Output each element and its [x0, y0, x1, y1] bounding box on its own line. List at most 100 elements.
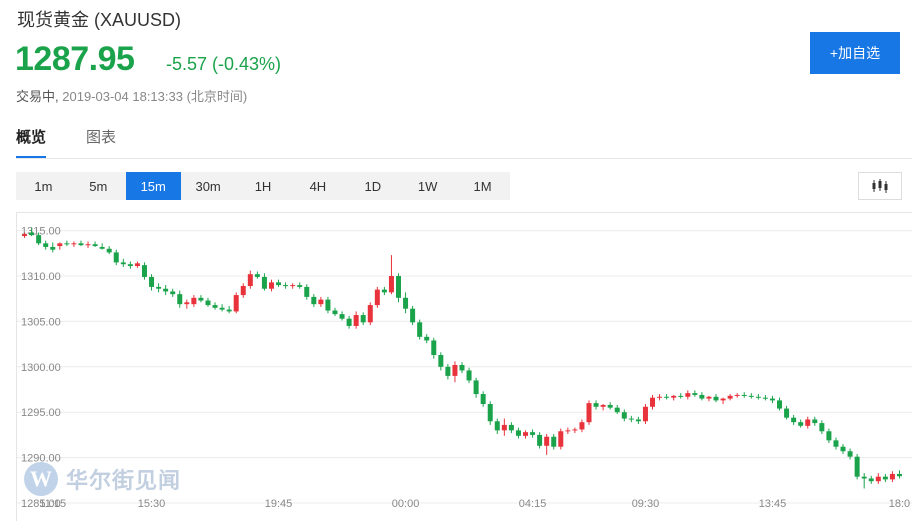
price-chart[interactable]: 1315.00 1310.00 1305.00 1300.00 1295.00 1290.… [16, 212, 912, 521]
candle-body [43, 243, 49, 247]
candle-body [403, 297, 409, 309]
y-tick-label: 1300.00 [21, 362, 61, 374]
candle-body [494, 421, 500, 431]
candle-body [720, 398, 726, 401]
y-tick-label: 1285.00 [21, 498, 61, 510]
candle-body [508, 424, 514, 431]
view-tabs: 概览 图表 [16, 126, 116, 158]
range-4h[interactable]: 4H [309, 178, 327, 194]
candle-body [318, 299, 324, 305]
candle-body [247, 274, 253, 287]
candle-body [198, 297, 204, 301]
candle-body [360, 315, 366, 323]
candle-body [607, 404, 613, 408]
range-1mo[interactable]: 1M [473, 178, 492, 194]
candle-body [424, 336, 430, 341]
candle-body [163, 288, 169, 292]
range-1h[interactable]: 1H [254, 178, 272, 194]
x-tick-label: 09:30 [632, 498, 660, 510]
range-1d[interactable]: 1D [364, 178, 382, 194]
candle-body [134, 263, 140, 267]
candle-body [882, 476, 888, 480]
candle-body [29, 232, 35, 236]
x-tick-label: 19:45 [265, 498, 293, 510]
candle-body [57, 243, 63, 247]
candle-body [777, 400, 783, 409]
candle-body [268, 282, 274, 289]
candle-body [551, 436, 557, 447]
candle-body [459, 364, 465, 371]
candle-body [99, 246, 105, 249]
candle-body [346, 318, 352, 326]
candle-body [431, 340, 437, 356]
range-1w[interactable]: 1W [417, 178, 438, 194]
range-15m[interactable]: 15m [125, 172, 181, 200]
candle-body [586, 403, 592, 423]
candle-body [177, 294, 183, 305]
price-change: -5.57 (-0.43%) [166, 54, 282, 74]
candle-body [205, 300, 211, 306]
tab-chart[interactable]: 图表 [86, 129, 117, 146]
candle-body [558, 431, 564, 447]
candle-body [889, 473, 895, 480]
candle-body [50, 246, 56, 250]
candle-body [769, 398, 775, 401]
candle-body [819, 423, 825, 432]
candle-body [120, 262, 126, 265]
candle-body [184, 302, 190, 305]
candle-body [85, 244, 91, 246]
y-tick-label: 1310.00 [21, 271, 61, 283]
candle-body [762, 397, 768, 399]
candle-body [113, 252, 119, 263]
candle-body [367, 305, 373, 323]
candle-body [226, 309, 232, 312]
candle-body [515, 430, 521, 436]
candle-body [374, 289, 380, 306]
candle-body [664, 396, 670, 398]
candle-body [304, 286, 310, 297]
candle-body [572, 429, 578, 431]
x-tick-label: 18:0 [889, 498, 910, 510]
candle-body [339, 314, 345, 319]
candle-body [388, 276, 394, 293]
candle-body [896, 473, 902, 477]
range-30m[interactable]: 30m [195, 178, 221, 194]
instrument-title: 现货黄金 (XAUUSD) [17, 10, 182, 30]
x-tick-label: 04:15 [519, 498, 547, 510]
candle-body [678, 395, 684, 397]
add-to-watchlist-button[interactable]: +加自选 [810, 32, 900, 74]
y-tick-label: 1290.00 [21, 453, 61, 465]
candle-body [501, 424, 507, 431]
candle-body [92, 244, 98, 247]
chart-type-button[interactable] [858, 172, 902, 200]
candle-body [78, 243, 84, 246]
candle-body [523, 432, 529, 436]
tab-overview[interactable]: 概览 [16, 126, 47, 158]
candle-body [64, 243, 70, 245]
candle-body [868, 478, 874, 482]
candle-body [833, 440, 839, 447]
candle-body [417, 322, 423, 337]
range-1m[interactable]: 1m [34, 178, 53, 194]
candlestick-icon [872, 179, 888, 193]
time-range-selector: 1m 5m 15m 30m 1H 4H 1D 1W 1M [16, 172, 510, 200]
quote-timestamp: 2019-03-04 18:13:33 (北京时间) [62, 89, 248, 104]
x-tick-label: 13:45 [759, 498, 787, 510]
candle-body [36, 235, 42, 244]
candle-body [127, 264, 133, 267]
candle-body [480, 394, 486, 405]
candle-body [579, 422, 585, 430]
candle-body [487, 404, 493, 422]
candle-body [706, 396, 712, 399]
candle-body [353, 315, 359, 326]
candle-body [381, 289, 387, 293]
candle-body [791, 417, 797, 423]
candle-body [276, 282, 282, 286]
range-5m[interactable]: 5m [89, 178, 108, 194]
candle-body [600, 404, 606, 407]
candle-body [22, 234, 28, 237]
candle-body [826, 431, 832, 441]
x-tick-label: 00:00 [392, 498, 420, 510]
candle-body [156, 286, 162, 289]
candle-body [212, 305, 218, 308]
